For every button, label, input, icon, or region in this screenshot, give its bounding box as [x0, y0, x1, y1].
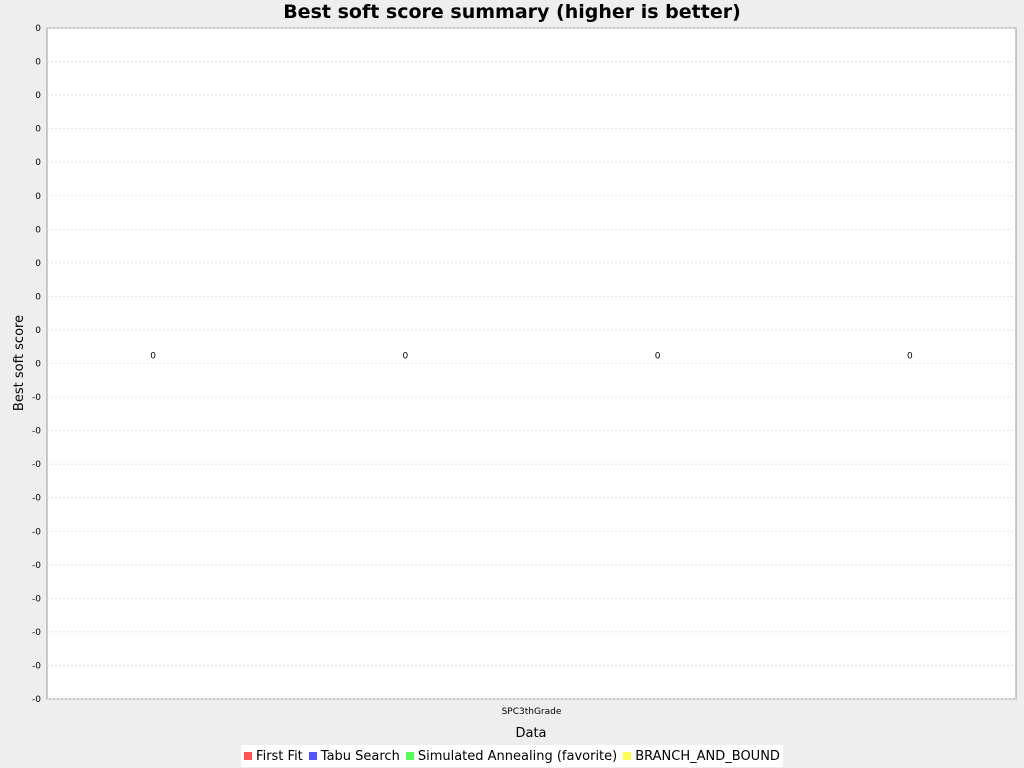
y-tick-label: 0: [35, 326, 41, 336]
legend: First Fit Tabu Search Simulated Annealing …: [0, 745, 1024, 767]
y-tick-label: -0: [32, 427, 41, 437]
legend-label: Tabu Search: [320, 748, 400, 764]
y-tick-label: -0: [32, 393, 41, 403]
y-tick-label: -0: [32, 527, 41, 537]
y-tick-label: -0: [32, 695, 41, 705]
legend-item: BRANCH_AND_BOUND: [623, 749, 780, 764]
y-tick-label: -0: [32, 628, 41, 638]
data-labels: 0 0 0 0: [150, 352, 913, 362]
y-tick-labels: 0 0 0 0 0 0 0 0 0 0 0 -0 -0 -0 -0 -0 -0 -0 -0 -0 -0: [32, 24, 41, 705]
x-axis-label: Data: [515, 726, 546, 741]
legend-label: Simulated Annealing (favorite): [417, 748, 618, 764]
data-label: 0: [907, 352, 913, 362]
y-tick-label: 0: [35, 24, 41, 34]
legend-label: BRANCH_AND_BOUND: [635, 748, 780, 764]
legend-swatch: [405, 752, 414, 760]
legend-swatch: [623, 752, 632, 760]
data-label: 0: [655, 352, 661, 362]
y-tick-label: 0: [35, 360, 41, 370]
y-tick-label: 0: [35, 259, 41, 269]
y-tick-label: 0: [35, 125, 41, 135]
legend-box: First Fit Tabu Search Simulated Annealing …: [241, 745, 783, 767]
chart-title: Best soft score summary (higher is bette…: [283, 1, 741, 23]
x-tick-label: SPC3thGrade: [502, 707, 562, 717]
y-axis-label: Best soft score: [12, 315, 27, 411]
y-tick-label: -0: [32, 494, 41, 504]
legend-item: First Fit: [244, 749, 303, 764]
y-tick-label: -0: [32, 460, 41, 470]
x-tick-labels: SPC3thGrade: [502, 707, 562, 717]
data-label: 0: [150, 352, 156, 362]
gridlines: [47, 27, 1016, 700]
legend-label: First Fit: [256, 748, 303, 764]
y-tick-label: 0: [35, 292, 41, 302]
data-label: 0: [403, 352, 409, 362]
legend-swatch: [308, 752, 317, 760]
y-tick-label: -0: [32, 561, 41, 571]
legend-swatch: [244, 752, 253, 760]
legend-item: Tabu Search: [308, 748, 400, 764]
y-tick-label: 0: [35, 192, 41, 202]
y-tick-label: 0: [35, 225, 41, 235]
legend-item: Simulated Annealing (favorite): [405, 748, 618, 764]
y-tick-label: 0: [35, 58, 41, 68]
y-tick-label: -0: [32, 661, 41, 671]
y-tick-label: 0: [35, 158, 41, 168]
y-tick-label: 0: [35, 91, 41, 101]
y-tick-label: -0: [32, 594, 41, 604]
